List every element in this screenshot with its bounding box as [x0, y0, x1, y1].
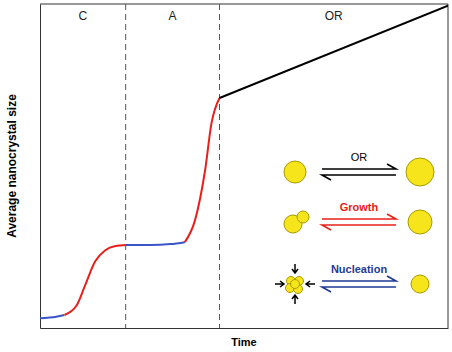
series-line — [64, 245, 125, 315]
compression-arrow — [275, 281, 284, 287]
y-axis-line — [40, 5, 41, 329]
x-axis-line — [41, 328, 449, 329]
mechanism-label: Growth — [340, 201, 379, 213]
compression-arrow — [292, 295, 298, 304]
particle — [406, 158, 434, 186]
mechanism-label: Nucleation — [331, 263, 388, 275]
x-axis — [41, 328, 449, 329]
stage-boundary — [125, 4, 126, 328]
particle — [297, 211, 309, 223]
y-axis-title: Average nanocrystal size — [5, 94, 19, 238]
compression-arrow — [292, 264, 298, 273]
particle — [408, 210, 432, 234]
compression-arrow — [306, 281, 315, 287]
series-line — [126, 242, 185, 245]
series-line — [220, 6, 448, 98]
stage-boundary — [219, 4, 220, 328]
series-line — [185, 98, 220, 242]
particle — [411, 275, 429, 293]
equilibrium-arrow — [322, 276, 396, 292]
particle — [291, 280, 300, 289]
stage-label: A — [169, 9, 177, 23]
particle — [284, 161, 306, 183]
equilibrium-arrow — [322, 214, 396, 230]
mechanism-label: OR — [351, 151, 368, 163]
series-line — [40, 315, 64, 318]
plot-frame — [40, 4, 448, 328]
stage-label: OR — [325, 9, 343, 23]
stage-label: C — [79, 9, 88, 23]
y-axis — [40, 5, 41, 329]
x-axis-title: Time — [231, 336, 256, 348]
chart: Time Average nanocrystal size C A OR OR Growth… — [0, 0, 452, 352]
equilibrium-arrow — [322, 164, 396, 180]
plot-area — [40, 6, 448, 319]
